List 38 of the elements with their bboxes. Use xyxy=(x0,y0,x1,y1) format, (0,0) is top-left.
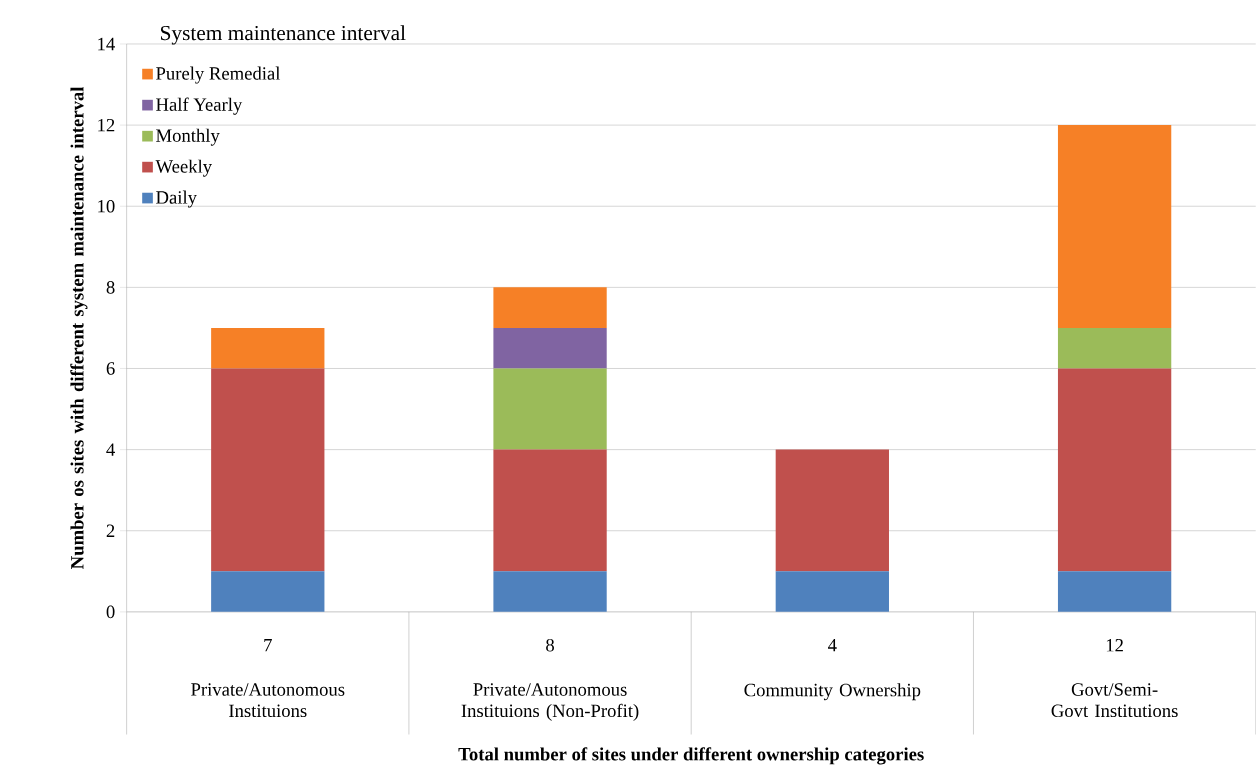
y-tick-label: 2 xyxy=(106,524,115,538)
bar xyxy=(493,368,607,450)
y-tick-label: 8 xyxy=(106,281,115,294)
y-tick-label: 0 xyxy=(106,605,115,619)
x-tick-label: Private/Autonomous Instituions (Non-Profit) xyxy=(461,683,639,722)
total-label: 4 xyxy=(828,639,837,652)
bar xyxy=(493,449,607,572)
bar xyxy=(775,571,889,613)
bar xyxy=(775,449,889,572)
y-tick-label: 4 xyxy=(106,443,115,457)
bar xyxy=(493,571,607,613)
total-label: 12 xyxy=(1106,639,1123,652)
bar xyxy=(211,571,325,613)
y-axis-title: Number os sites with different system maintenance interval xyxy=(70,87,88,570)
bar xyxy=(211,368,325,572)
legend-label: Half Yearly xyxy=(156,97,243,115)
bar xyxy=(211,328,325,369)
legend-label: Daily xyxy=(156,190,197,208)
x-axis-title: Total number of sites under different ownership categories xyxy=(458,747,924,765)
total-label: 8 xyxy=(546,639,554,652)
bar xyxy=(1057,368,1172,572)
x-tick-label: Community Ownership xyxy=(744,683,921,701)
legend-label: Purely Remedial xyxy=(156,66,281,84)
chart-title: System maintenance interval xyxy=(160,25,406,45)
legend-label: Monthly xyxy=(156,128,220,146)
bar xyxy=(493,287,607,329)
x-tick-label: Private/Autonomous Instituions xyxy=(191,683,345,718)
bar xyxy=(1057,328,1172,369)
legend-label: Weekly xyxy=(155,159,212,177)
y-tick-label: 12 xyxy=(98,119,115,132)
bar xyxy=(493,328,607,369)
x-tick-label: Govt/Semi-Govt Institutions xyxy=(1051,683,1178,718)
y-tick-label: 10 xyxy=(98,200,115,213)
bar xyxy=(1057,571,1172,613)
y-tick-label: 6 xyxy=(106,362,115,376)
bar xyxy=(1057,125,1172,329)
y-tick-label: 14 xyxy=(98,38,115,51)
total-label: 7 xyxy=(264,639,272,652)
